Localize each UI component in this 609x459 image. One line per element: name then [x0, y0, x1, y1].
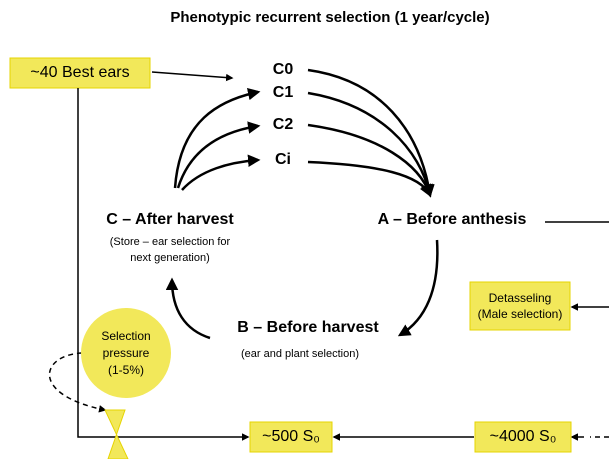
s0-500: ~500 S₀ [262, 428, 320, 445]
s0-4000: ~4000 S₀ [490, 428, 557, 445]
arrows [48, 68, 609, 441]
title: Phenotypic recurrent selection (1 year/c… [170, 9, 489, 26]
stage-b-note: (ear and plant selection) [241, 348, 359, 360]
detasseling-box [469, 281, 571, 331]
best-ears: ~40 Best ears [30, 64, 129, 81]
cycle: C2 [273, 116, 294, 133]
s0-500-box [249, 421, 333, 453]
stage-a: A – Before anthesis [378, 211, 527, 228]
cycle: C0 [273, 61, 294, 78]
selection-pressure-circle [81, 308, 171, 398]
detasseling: Detasseling [489, 291, 552, 305]
stage-c-note: next generation) [130, 252, 210, 264]
s0-4000-box [474, 421, 572, 453]
selection-pressure: pressure [103, 346, 150, 360]
detasseling: (Male selection) [478, 307, 563, 321]
stage-c: C – After harvest [106, 211, 234, 228]
hourglass [104, 409, 129, 459]
cycle: Ci [275, 151, 291, 168]
best-ears-box [9, 57, 151, 89]
cycle: C1 [273, 84, 294, 101]
stage-c-note: (Store – ear selection for [110, 236, 231, 248]
stage-b: B – Before harvest [237, 319, 379, 336]
selection-pressure: (1-5%) [108, 363, 144, 377]
selection-pressure: Selection [101, 329, 150, 343]
